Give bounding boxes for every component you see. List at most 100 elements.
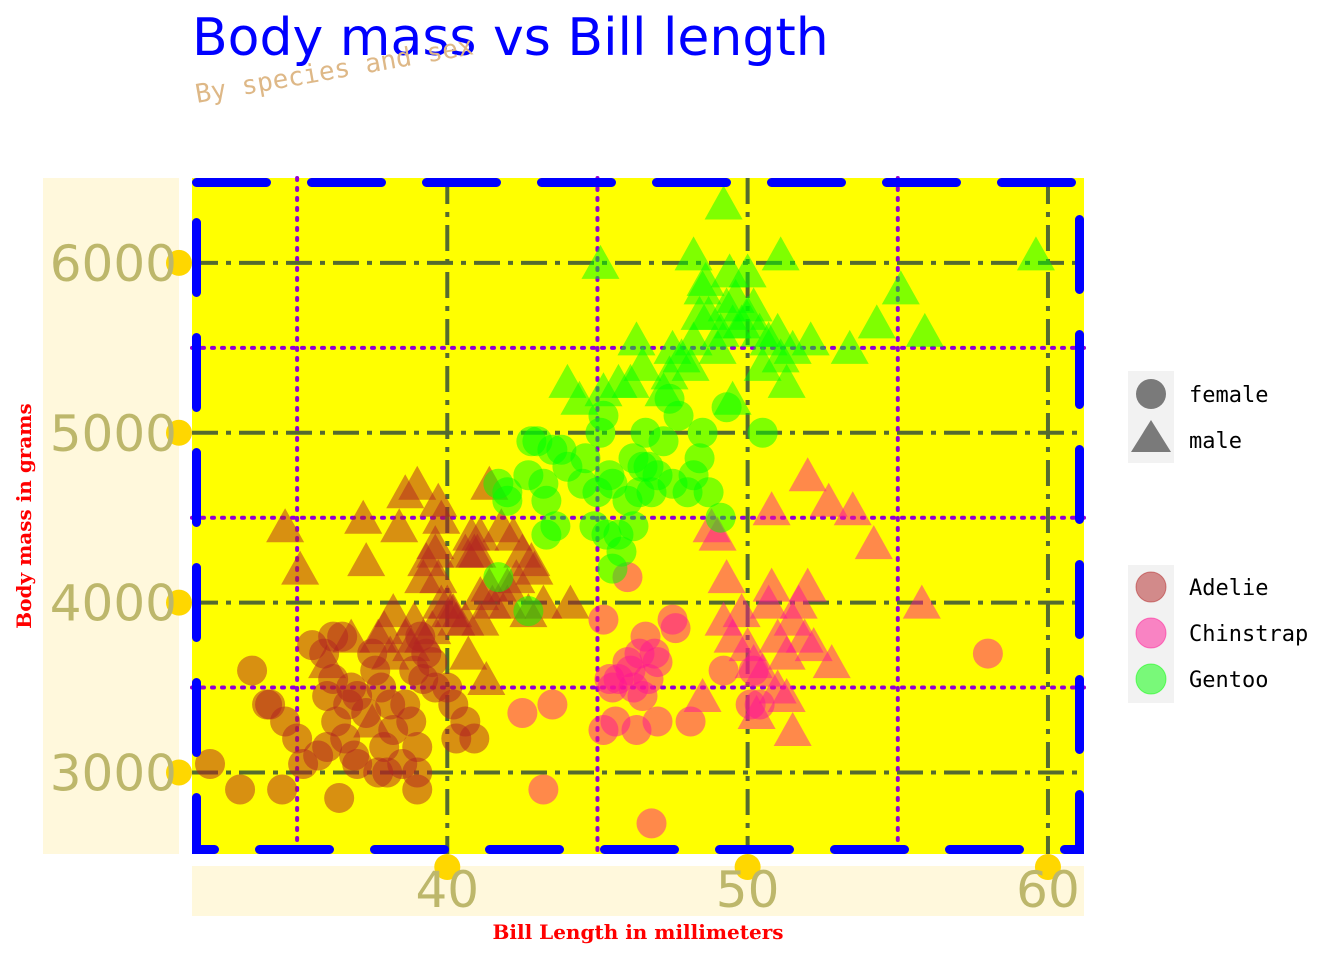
y-tick-mark	[166, 759, 192, 786]
legend-female-label: female	[1189, 383, 1268, 408]
x-tick-label: 40	[415, 861, 479, 919]
point-gentoo-female	[492, 477, 523, 508]
point-adelie-male	[419, 559, 458, 594]
y-tick-label: 6000	[50, 235, 177, 293]
point-gentoo-male	[830, 329, 869, 364]
point-adelie-male	[380, 508, 419, 543]
y-axis-title: Body mass in grams	[12, 403, 36, 628]
point-adelie-male	[455, 533, 494, 568]
point-chinstrap-female	[642, 706, 673, 737]
legend-adelie-label: Adelie	[1189, 576, 1268, 601]
point-gentoo-male	[623, 346, 662, 381]
point-gentoo-female	[546, 434, 577, 465]
legend-species: Adelie Chinstrap Gentoo	[1128, 565, 1308, 703]
y-tick-mark	[166, 589, 192, 616]
point-adelie-female	[282, 723, 313, 754]
point-gentoo-male	[671, 346, 710, 381]
x-tick-label: 50	[716, 861, 780, 919]
point-gentoo-female	[579, 511, 610, 542]
point-gentoo-male	[791, 321, 830, 356]
point-gentoo-male	[1016, 236, 1055, 271]
point-gentoo-female	[648, 426, 679, 457]
point-chinstrap-male	[794, 627, 833, 662]
point-adelie-male	[467, 661, 506, 696]
point-chinstrap-male	[833, 491, 872, 526]
point-gentoo-female	[531, 485, 562, 516]
point-chinstrap-female	[708, 655, 739, 686]
y-tick-label: 5000	[50, 405, 177, 463]
point-gentoo-female	[522, 426, 553, 457]
point-adelie-female	[195, 748, 226, 779]
point-adelie-male	[353, 703, 392, 738]
point-adelie-female	[363, 757, 394, 788]
point-adelie-male	[281, 550, 320, 585]
point-gentoo-female	[633, 451, 664, 482]
point-gentoo-male	[581, 244, 620, 279]
point-adelie-male	[332, 618, 371, 653]
point-chinstrap-female	[588, 715, 619, 746]
point-gentoo-female	[483, 562, 514, 593]
point-gentoo-male	[767, 363, 806, 398]
panel-border	[192, 178, 1084, 854]
point-adelie-male	[422, 499, 461, 534]
point-chinstrap-male	[902, 584, 941, 619]
point-chinstrap-male	[743, 652, 782, 687]
x-tick-mark	[1034, 854, 1061, 880]
point-adelie-male	[386, 618, 425, 653]
point-adelie-female	[267, 774, 298, 805]
point-adelie-female	[255, 689, 286, 720]
point-gentoo-female	[531, 519, 562, 550]
x-tick-mark	[734, 854, 761, 880]
point-adelie-male	[515, 550, 554, 585]
x-axis-band	[192, 866, 1084, 916]
point-chinstrap-female	[636, 808, 667, 839]
point-adelie-female	[303, 740, 334, 771]
point-gentoo-female	[687, 417, 718, 448]
legend-male-key	[1131, 420, 1171, 452]
point-gentoo-male	[905, 312, 944, 347]
point-adelie-male	[344, 499, 383, 534]
point-chinstrap-male	[683, 678, 722, 713]
point-adelie-female	[225, 774, 256, 805]
point-chinstrap-male	[854, 525, 893, 560]
legend-female-key	[1136, 379, 1166, 409]
point-gentoo-male	[704, 185, 743, 220]
point-adelie-male	[416, 525, 455, 560]
point-chinstrap-male	[773, 712, 812, 747]
point-chinstrap-female	[594, 664, 625, 695]
point-chinstrap-female	[660, 613, 691, 644]
point-adelie-female	[402, 731, 433, 762]
point-gentoo-male	[617, 321, 656, 356]
point-chinstrap-male	[752, 491, 791, 526]
legend-gentoo-key	[1135, 663, 1167, 695]
legend-chinstrap-key	[1135, 617, 1167, 649]
point-chinstrap-female	[537, 689, 568, 720]
point-adelie-male	[419, 482, 458, 517]
point-gentoo-female	[570, 443, 601, 474]
data-points	[195, 185, 1055, 839]
point-chinstrap-male	[737, 695, 776, 730]
point-adelie-female	[324, 782, 355, 813]
point-chinstrap-female	[507, 698, 538, 729]
y-tick-mark	[166, 249, 192, 276]
x-axis-ticks: 40 50 60	[415, 854, 1080, 919]
y-axis-band	[43, 178, 179, 854]
point-chinstrap-male	[788, 567, 827, 602]
point-adelie-male	[398, 465, 437, 500]
point-adelie-female	[237, 655, 268, 686]
point-chinstrap-male	[812, 644, 851, 679]
point-chinstrap-female	[588, 604, 619, 635]
legend-male-label: male	[1189, 429, 1242, 454]
chart-title: Body mass vs Bill length	[192, 8, 829, 68]
point-adelie-male	[551, 584, 590, 619]
y-tick-label: 3000	[50, 744, 177, 802]
point-gentoo-female	[705, 502, 736, 533]
point-gentoo-male	[728, 253, 767, 288]
point-gentoo-male	[548, 363, 587, 398]
point-chinstrap-male	[752, 567, 791, 602]
point-gentoo-male	[734, 287, 773, 322]
legend-gentoo-label: Gentoo	[1189, 668, 1268, 693]
point-chinstrap-female	[972, 638, 1003, 669]
point-gentoo-female	[747, 417, 778, 448]
point-gentoo-female	[693, 477, 724, 508]
